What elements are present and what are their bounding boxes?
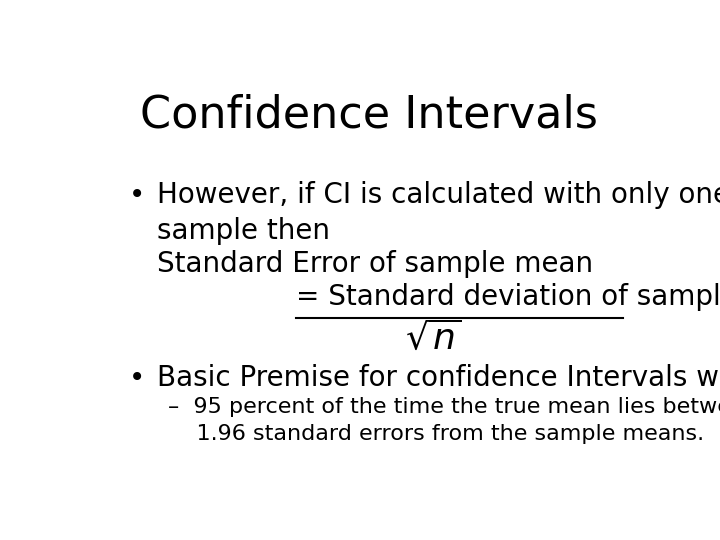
Text: •: • xyxy=(129,364,145,392)
Text: = Standard deviation of sample: = Standard deviation of sample xyxy=(297,283,720,311)
Text: Basic Premise for confidence Intervals with one sample: Basic Premise for confidence Intervals w… xyxy=(157,364,720,392)
Text: However, if CI is calculated with only one: However, if CI is calculated with only o… xyxy=(157,181,720,209)
Text: –  95 percent of the time the true mean lies between plus or minus: – 95 percent of the time the true mean l… xyxy=(168,397,720,417)
Text: Standard Error of sample mean: Standard Error of sample mean xyxy=(157,250,593,278)
Text: •: • xyxy=(129,181,145,209)
Text: sample then: sample then xyxy=(157,217,330,245)
Text: Confidence Intervals: Confidence Intervals xyxy=(140,94,598,137)
Text: $\sqrt{n}$: $\sqrt{n}$ xyxy=(405,321,462,356)
Text: 1.96 standard errors from the sample means.: 1.96 standard errors from the sample mea… xyxy=(168,424,704,444)
